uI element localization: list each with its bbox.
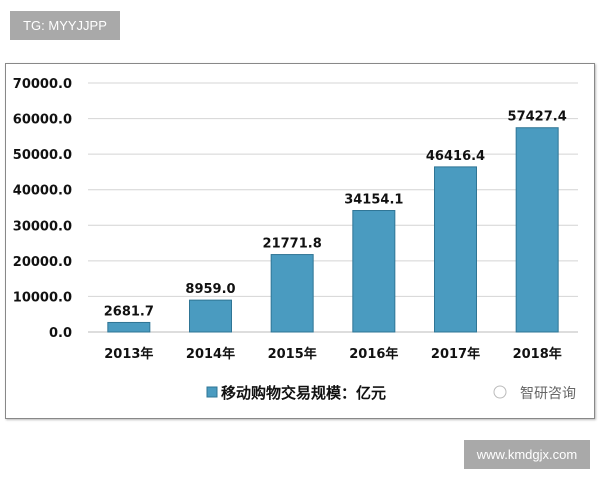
data-label: 2681.7: [104, 304, 154, 319]
bar: [352, 210, 396, 333]
source-logo: 智研咨询: [520, 386, 576, 402]
x-tick-label: 2013年: [104, 346, 153, 362]
data-label: 8959.0: [185, 282, 235, 297]
x-tick-label: 2016年: [349, 346, 398, 362]
watermark-top: TG: MYYJJPP: [10, 11, 120, 40]
x-tick-label: 2015年: [268, 346, 317, 362]
y-tick-label: 20000.0: [13, 255, 72, 270]
y-tick-label: 60000.0: [13, 113, 72, 128]
y-tick-label: 30000.0: [13, 219, 72, 234]
x-tick-label: 2014年: [186, 346, 235, 362]
bar: [270, 254, 314, 333]
bar: [189, 299, 232, 333]
bar: [107, 321, 151, 333]
watermark-bottom: www.kmdgjx.com: [464, 440, 590, 469]
bar: [515, 127, 559, 333]
y-tick-label: 10000.0: [13, 290, 72, 305]
data-label: 57427.4: [508, 110, 567, 125]
bar: [434, 166, 477, 333]
x-tick-label: 2017年: [431, 346, 480, 362]
y-tick-label: 0.0: [49, 326, 72, 341]
y-tick-label: 70000.0: [13, 77, 72, 92]
data-label: 21771.8: [263, 237, 322, 252]
legend-label: 移动购物交易规模：亿元: [221, 384, 386, 402]
data-label: 34154.1: [344, 193, 403, 208]
legend-swatch: [206, 386, 218, 398]
wechat-icon: [493, 385, 507, 399]
chart-frame: [5, 63, 595, 419]
y-tick-label: 40000.0: [13, 184, 72, 199]
data-label: 46416.4: [426, 149, 485, 164]
y-tick-label: 50000.0: [13, 148, 72, 163]
x-tick-label: 2018年: [513, 346, 562, 362]
